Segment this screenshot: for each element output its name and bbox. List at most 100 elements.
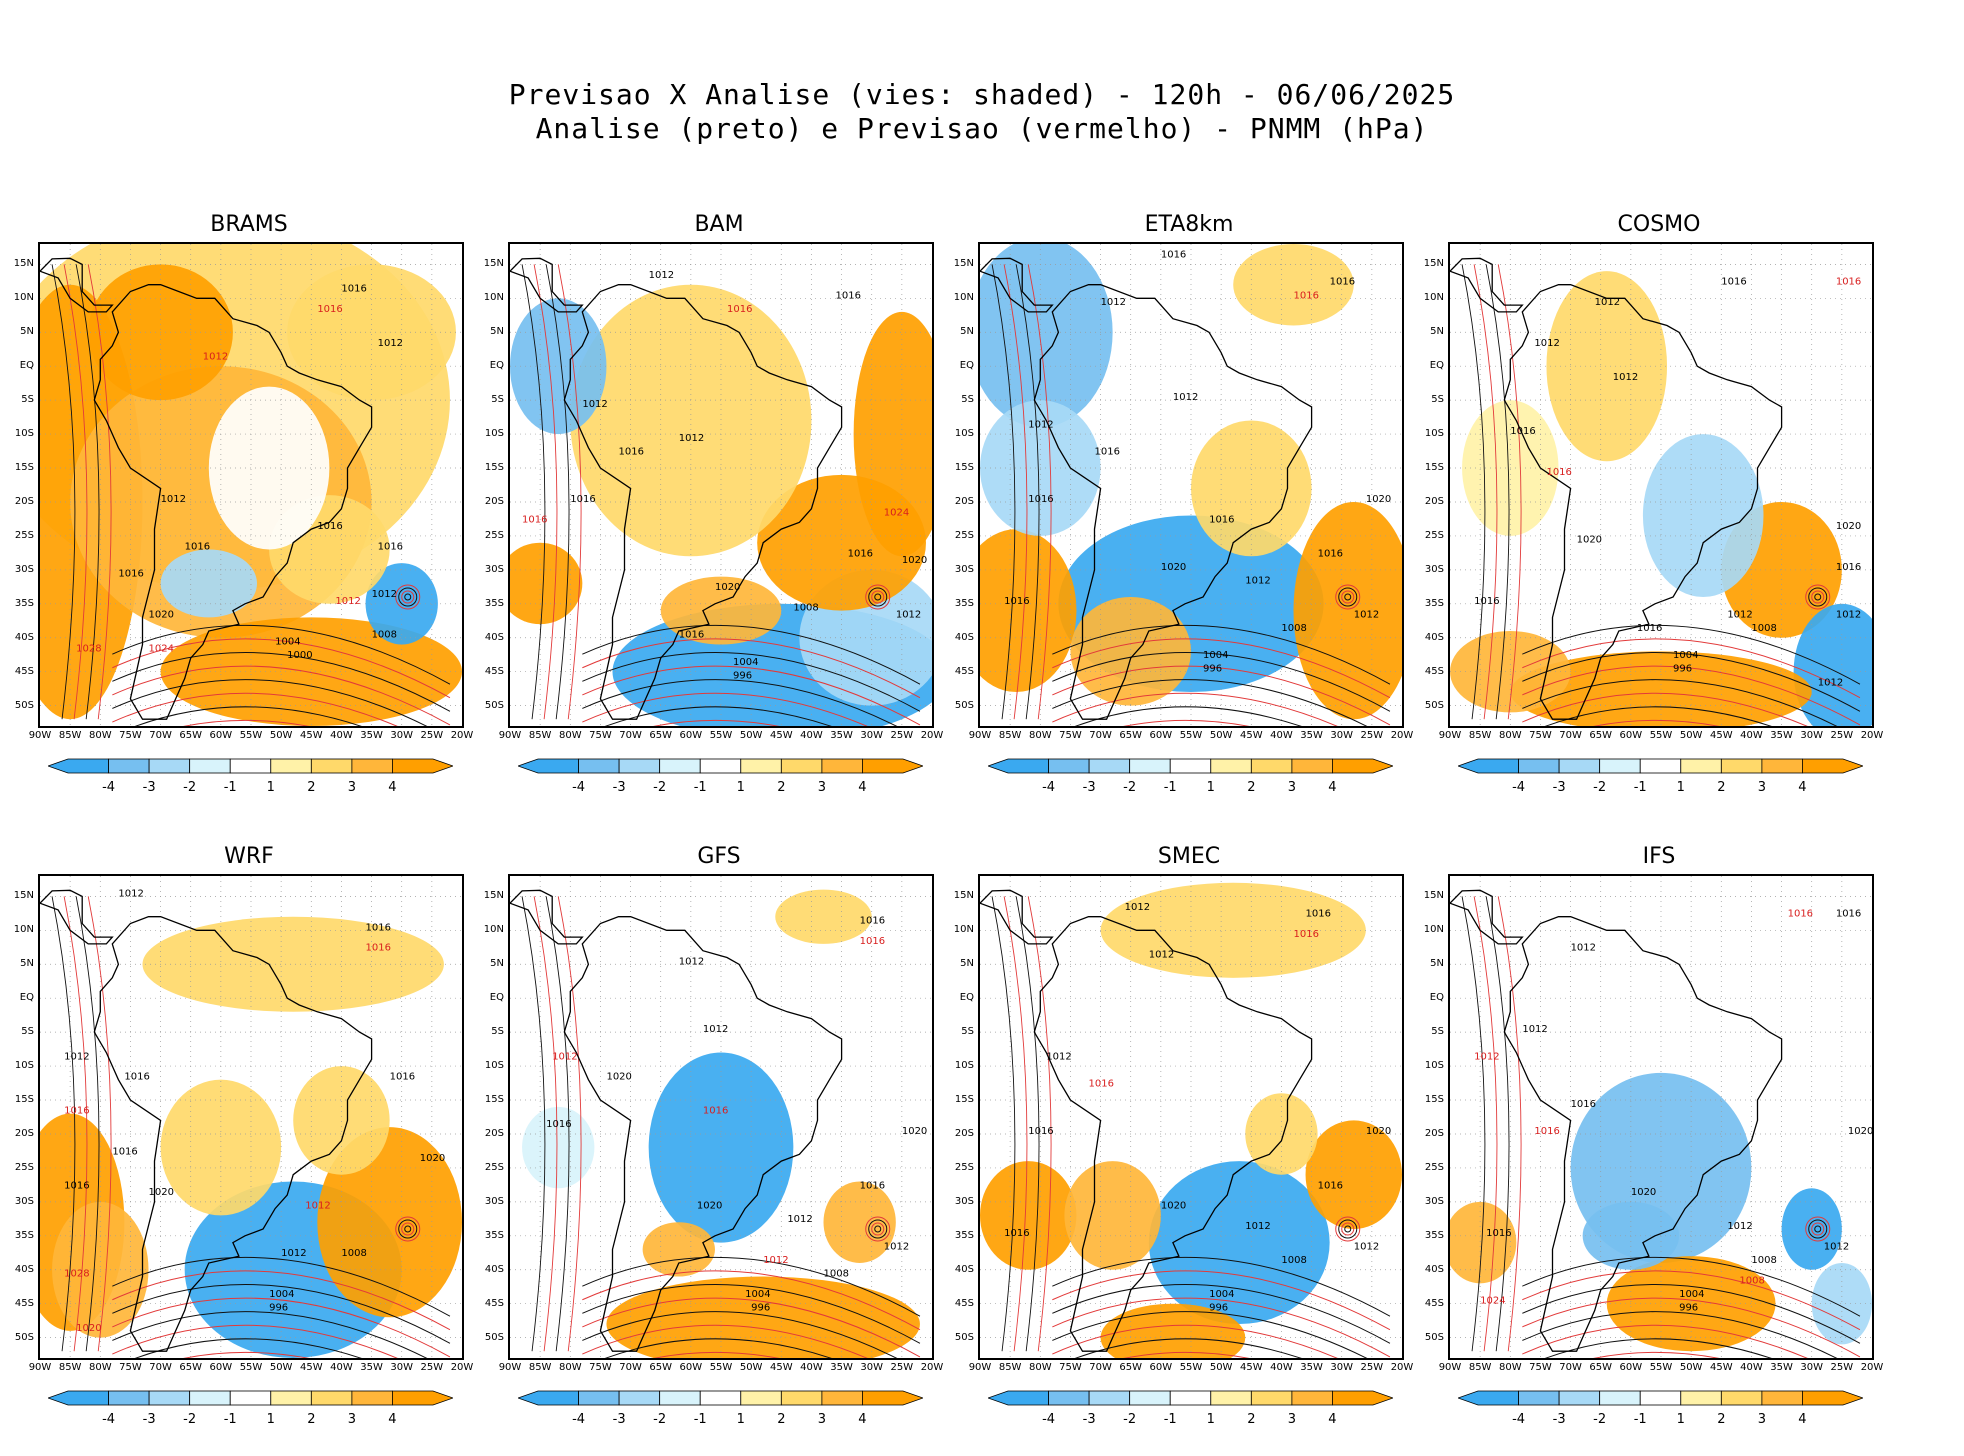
longitude-tick-label: 50W xyxy=(1679,1362,1703,1373)
longitude-tick-label: 50W xyxy=(1209,730,1233,741)
latitude-tick-label: 35S xyxy=(1424,1229,1444,1241)
isobar-label: 1016 xyxy=(390,1072,415,1083)
latitude-tick-label: 10N xyxy=(1423,292,1444,304)
longitude-tick-label: 20W xyxy=(1860,730,1884,741)
colorbar-tick-label: 3 xyxy=(347,1412,357,1427)
colorbar-swatch xyxy=(1558,758,1601,774)
colorbar-tick-label: 1 xyxy=(736,1412,745,1427)
latitude-tick-label: 25S xyxy=(14,529,34,541)
isobar-line xyxy=(1052,1284,1391,1344)
isobar-label: 1008 xyxy=(372,630,397,641)
central-america-coastline xyxy=(1450,889,1524,945)
latitude-tick-label: 45S xyxy=(14,665,34,677)
latitude-tick-label: 5N xyxy=(960,958,974,970)
colorbar-tick-label: 4 xyxy=(1798,1412,1807,1427)
longitude-tick-label: 35W xyxy=(1300,730,1323,741)
isobar-label: 1016 xyxy=(1318,548,1343,559)
longitude-tick-label: 75W xyxy=(1529,730,1552,741)
latitude-tick-label: 5S xyxy=(961,394,974,406)
low-pressure-isobar xyxy=(1335,1216,1361,1242)
low-pressure-isobar xyxy=(1338,587,1358,607)
isobar-label: 1024 xyxy=(884,508,909,519)
isobar-label: 1020 xyxy=(1366,1126,1391,1137)
bias-shading xyxy=(1100,1303,1246,1358)
isobar-label: 1020 xyxy=(606,1072,631,1083)
latitude-tick-label: 45S xyxy=(484,1297,504,1309)
isobar-label: 1016 xyxy=(64,1106,89,1117)
isobar-label: 1016 xyxy=(1330,277,1355,288)
figure-title: Previsao X Analise (vies: shaded) - 120h… xyxy=(0,78,1964,146)
colorbar-swatch xyxy=(659,758,701,774)
isobar-label: 1016 xyxy=(1836,909,1861,920)
latitude-tick-label: 20S xyxy=(954,495,974,507)
colorbar-tick-label: 1 xyxy=(266,780,275,795)
isobar-label: 996 xyxy=(269,1302,288,1313)
panel-title: GFS xyxy=(697,844,741,869)
colorbar-swatches xyxy=(518,758,923,774)
low-pressure-isobar xyxy=(401,590,415,604)
isobar-label: 1016 xyxy=(1028,1126,1053,1137)
latitude-tick-label: 20S xyxy=(14,495,34,507)
isobar-label: 1012 xyxy=(1522,1024,1547,1035)
isobar-line xyxy=(1522,638,1861,699)
isobar-label: 1016 xyxy=(1293,290,1318,301)
map-canvas: 1016 1016 1016 1012 1012 1012 1016 1016 1016 1020… xyxy=(980,244,1402,726)
longitude-tick-label: 90W xyxy=(1438,730,1462,741)
isobar-label: 1020 xyxy=(149,1187,174,1198)
colorbar-swatch xyxy=(392,758,453,774)
isobar-label: 1012 xyxy=(305,1201,330,1212)
isobar-line xyxy=(582,679,898,726)
latitude-tick-label: 45S xyxy=(954,665,974,677)
colorbar-tick-label: 1 xyxy=(1206,780,1215,795)
isobar-label: 1012 xyxy=(1727,609,1752,620)
isobar-label: 1016 xyxy=(1209,514,1234,525)
colorbar-tick-label: -1 xyxy=(223,780,237,795)
isobar-line xyxy=(1522,1311,1838,1358)
longitude-tick-label: 90W xyxy=(498,730,522,741)
isobar-label: 1012 xyxy=(161,494,186,505)
colorbar: -4 -3 -2 -1 1 2 3 4 xyxy=(1458,1390,1863,1434)
bias-shading xyxy=(980,529,1077,693)
isobar-label: 996 xyxy=(1209,1302,1228,1313)
colorbar-swatch xyxy=(1169,1390,1212,1406)
bias-shading xyxy=(287,264,456,401)
isobar-label: 1004 xyxy=(1209,1289,1234,1300)
latitude-tick-label: 15S xyxy=(484,1094,504,1106)
isobar-line xyxy=(653,719,780,726)
longitude-tick-label: 35W xyxy=(360,1362,383,1373)
isobar-line xyxy=(1052,1297,1391,1358)
isobar-line xyxy=(51,896,76,1352)
isobar-line xyxy=(1015,264,1040,720)
longitude-tick-label: 20W xyxy=(920,730,944,741)
latitude-tick-label: 45S xyxy=(484,665,504,677)
isobar-label: 996 xyxy=(733,670,752,681)
colorbar-swatch xyxy=(518,758,579,774)
latitude-tick-label: 10S xyxy=(954,428,974,440)
isobar-label: 1012 xyxy=(1571,943,1596,954)
colorbar-swatch xyxy=(780,1390,823,1406)
isobar-line xyxy=(582,1311,898,1358)
low-pressure-isobar xyxy=(868,1219,888,1239)
bias-shading xyxy=(1811,1262,1872,1345)
latitude-tick-label: 15S xyxy=(14,1094,34,1106)
title-line-2: Analise (preto) e Previsao (vermelho) - … xyxy=(535,112,1429,145)
latitude-tick-label: 15N xyxy=(483,258,504,270)
isobar-label: 1016 xyxy=(1721,277,1746,288)
longitude-tick-label: 55W xyxy=(709,1362,733,1373)
low-pressure-isobar xyxy=(868,587,888,607)
isobar-label: 1016 xyxy=(546,1119,571,1130)
map-frame: 1012 1016 1016 1012 1012 1016 1016 1020 1020 1016… xyxy=(978,874,1404,1360)
isobar-line xyxy=(1461,264,1486,720)
colorbar-tick-label: -3 xyxy=(142,1412,156,1427)
colorbar-tick-label: -2 xyxy=(1593,1412,1607,1427)
latitude-tick-label: 30S xyxy=(14,1195,34,1207)
isobar-label: 1020 xyxy=(1577,535,1602,546)
isobar-label: 1012 xyxy=(1245,1221,1270,1232)
isobar-line xyxy=(1522,1270,1861,1331)
isobar-line xyxy=(135,706,362,726)
isobar-label: 1004 xyxy=(745,1289,770,1300)
colorbar-tick-label: -3 xyxy=(142,780,156,795)
isobar-line xyxy=(112,1284,451,1344)
isobar-label: 1016 xyxy=(1474,596,1499,607)
isobar-line xyxy=(582,692,868,726)
